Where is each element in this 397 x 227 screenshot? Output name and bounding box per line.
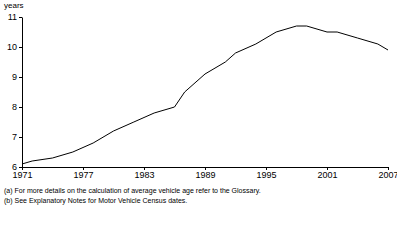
y-tick: 7 xyxy=(12,132,22,142)
y-tick-label: 8 xyxy=(12,102,17,112)
data-line xyxy=(22,26,388,164)
footnote: (b) See Explanatory Notes for Motor Vehi… xyxy=(4,197,187,205)
x-tick-label: 1983 xyxy=(134,170,154,180)
y-tick-mark xyxy=(19,47,22,48)
x-tick-label: 1971 xyxy=(12,170,32,180)
y-tick-mark xyxy=(19,17,22,18)
footnote: (a) For more details on the calculation … xyxy=(4,187,261,195)
x-tick: 2001 xyxy=(317,167,337,180)
y-tick-label: 10 xyxy=(7,42,17,52)
plot-area xyxy=(22,26,388,164)
y-tick-mark xyxy=(19,107,22,108)
y-tick: 9 xyxy=(12,72,22,82)
chart: 678910111971197719831989199520012007year… xyxy=(0,0,397,227)
x-axis: 1971 1977 1983 1989 1995 2001 2007 xyxy=(12,167,397,180)
y-tick-mark xyxy=(19,167,22,168)
y-axis: 67891011 xyxy=(7,12,23,172)
y-tick-label: 7 xyxy=(12,132,17,142)
y-tick: 10 xyxy=(7,42,22,52)
y-tick-mark xyxy=(19,77,22,78)
x-tick-label: 1977 xyxy=(73,170,93,180)
x-tick: 1989 xyxy=(195,167,215,180)
y-tick-label: 11 xyxy=(8,12,17,22)
x-tick-label: 2001 xyxy=(317,170,337,180)
x-tick: 1995 xyxy=(256,167,276,180)
x-tick-label: 1989 xyxy=(195,170,215,180)
y-tick-mark xyxy=(19,137,22,138)
x-tick: 2007 xyxy=(378,167,397,180)
x-tick-label: 2007 xyxy=(378,170,397,180)
x-tick: 1977 xyxy=(73,167,93,180)
x-tick: 1971 xyxy=(12,167,32,180)
x-tick: 1983 xyxy=(134,167,154,180)
y-tick: 11 xyxy=(8,12,22,22)
x-tick-label: 1995 xyxy=(256,170,276,180)
y-tick-label: 9 xyxy=(12,72,17,82)
y-tick: 8 xyxy=(12,102,22,112)
y-axis-line xyxy=(22,18,23,168)
y-axis-title: years xyxy=(4,1,24,10)
